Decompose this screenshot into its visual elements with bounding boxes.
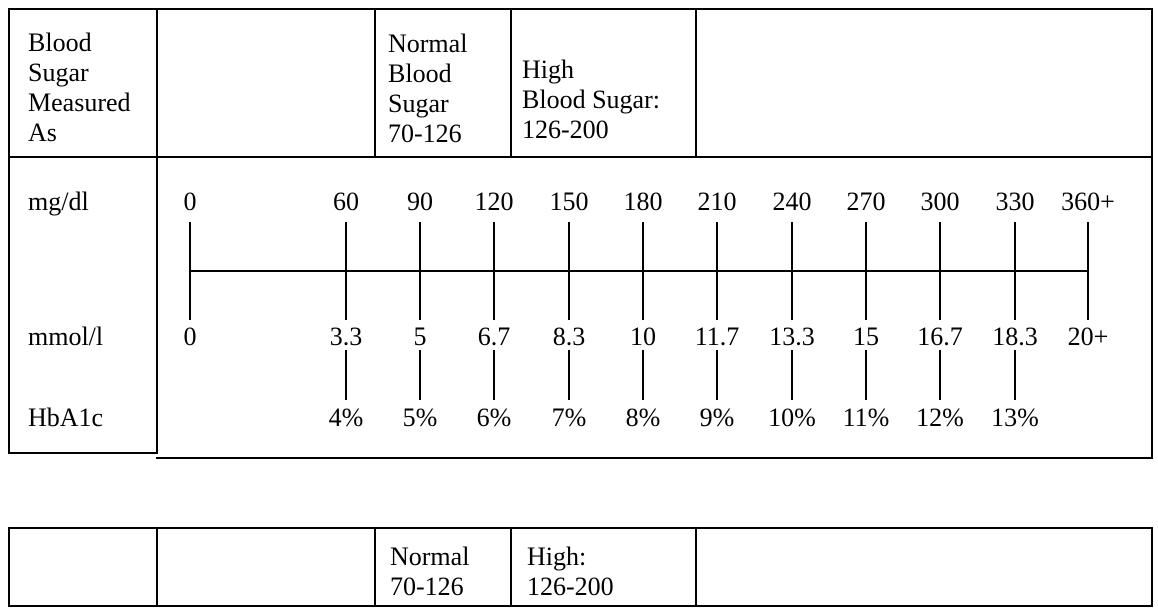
mgdl-value: 270 xyxy=(846,187,886,216)
top-table-right-border xyxy=(1151,8,1153,459)
mgdl-value: 120 xyxy=(474,187,514,216)
mmol-value: 8.3 xyxy=(552,322,586,351)
bottom-cell-line: 70-126 xyxy=(390,572,464,601)
header-cell-normal-blood-sugar: Normal Blood Sugar 70-126 xyxy=(388,29,506,149)
hba1c-value: 13% xyxy=(991,403,1039,432)
header-line: Sugar xyxy=(388,89,449,118)
bottom-table-divider-col1 xyxy=(156,527,158,607)
bottom-cell-line: High: xyxy=(527,542,587,571)
mmol-value: 0 xyxy=(183,322,197,351)
scale-tick-short xyxy=(716,350,718,400)
scale-tick-short xyxy=(642,350,644,400)
top-table-top-border xyxy=(8,8,1153,10)
hba1c-value: 10% xyxy=(768,403,816,432)
mmol-value: 6.7 xyxy=(477,322,511,351)
mmol-value: 10 xyxy=(630,322,656,351)
bottom-cell-normal: Normal 70-126 xyxy=(390,542,505,602)
mgdl-value: 150 xyxy=(549,187,589,216)
hba1c-value: 5% xyxy=(402,403,438,432)
top-table-header-bottom-border xyxy=(8,156,1153,158)
header-line: 70-126 xyxy=(388,119,462,148)
row-label-mmol: mmol/l xyxy=(28,322,104,351)
top-table-bottom-border-right-segment xyxy=(156,457,1153,459)
mgdl-value: 240 xyxy=(772,187,812,216)
scale-tick-short xyxy=(791,350,793,400)
mgdl-value: 90 xyxy=(407,187,433,216)
scale-tick-short xyxy=(1014,350,1016,400)
bottom-cell-high: High: 126-200 xyxy=(527,542,687,602)
scale-tick-short xyxy=(345,350,347,400)
scale-tick-short xyxy=(419,350,421,400)
bottom-table-right-border xyxy=(1151,527,1153,607)
mmol-value: 13.3 xyxy=(769,322,815,351)
header-line: Measured xyxy=(28,88,131,117)
mmol-value: 18.3 xyxy=(992,322,1038,351)
header-line: High xyxy=(522,55,574,84)
scale-axis-line xyxy=(189,270,1089,272)
header-cell-blood-sugar-measured-as: Blood Sugar Measured As xyxy=(28,28,150,148)
header-line: As xyxy=(28,118,57,147)
row-label-hba1c: HbA1c xyxy=(28,403,104,432)
hba1c-value: 12% xyxy=(916,403,964,432)
bottom-cell-line: Normal xyxy=(390,542,470,571)
hba1c-value: 11% xyxy=(842,403,890,432)
bottom-table-top-border xyxy=(8,527,1153,529)
header-line: Sugar xyxy=(28,58,89,87)
scale-tick-short xyxy=(865,350,867,400)
bottom-cell-line: 126-200 xyxy=(527,572,614,601)
hba1c-value: 9% xyxy=(699,403,735,432)
top-table-left-border xyxy=(8,8,10,454)
mgdl-value: 360+ xyxy=(1061,187,1115,216)
mgdl-value: 300 xyxy=(920,187,960,216)
bottom-table-bottom-border xyxy=(8,605,1153,607)
scale-tick-short xyxy=(493,350,495,400)
hba1c-value: 6% xyxy=(476,403,512,432)
mmol-value: 16.7 xyxy=(917,322,963,351)
header-line: Blood Sugar: xyxy=(522,85,660,114)
top-table-divider-col3 xyxy=(510,8,512,158)
hba1c-value: 8% xyxy=(625,403,661,432)
bottom-table-left-border xyxy=(8,527,10,607)
mmol-value: 15 xyxy=(853,322,879,351)
bottom-table-divider-col2 xyxy=(374,527,376,607)
mgdl-value: 330 xyxy=(995,187,1035,216)
header-line: Normal xyxy=(388,29,468,58)
mgdl-value: 210 xyxy=(697,187,737,216)
mmol-value: 20+ xyxy=(1067,322,1109,351)
row-label-mgdl: mg/dl xyxy=(28,187,89,216)
scale-tick-short xyxy=(568,350,570,400)
hba1c-value: 7% xyxy=(551,403,587,432)
mgdl-value: 180 xyxy=(623,187,663,216)
hba1c-value: 4% xyxy=(328,403,364,432)
header-line: 126-200 xyxy=(522,115,609,144)
header-cell-high-blood-sugar: High Blood Sugar: 126-200 xyxy=(522,55,692,145)
header-line: Blood xyxy=(28,28,92,57)
mmol-value: 3.3 xyxy=(329,322,363,351)
top-table-bottom-border-left-segment xyxy=(8,452,158,454)
mmol-value: 5 xyxy=(413,322,427,351)
top-table-divider-col1 xyxy=(156,8,158,454)
mmol-value: 11.7 xyxy=(694,322,740,351)
top-table-divider-col2 xyxy=(374,8,376,158)
bottom-table-divider-col3 xyxy=(510,527,512,607)
header-line: Blood xyxy=(388,59,452,88)
scale-tick-short xyxy=(939,350,941,400)
top-table-divider-col4 xyxy=(695,8,697,158)
mgdl-value: 0 xyxy=(183,187,197,216)
bottom-table-divider-col4 xyxy=(695,527,697,607)
mgdl-value: 60 xyxy=(333,187,359,216)
